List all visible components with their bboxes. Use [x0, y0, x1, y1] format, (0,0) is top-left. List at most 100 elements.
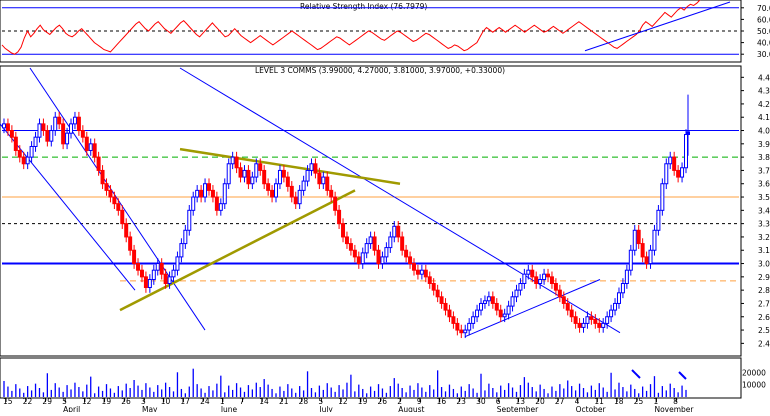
candle-body	[325, 176, 330, 191]
candle-body	[317, 172, 322, 185]
candle-body	[522, 273, 527, 284]
candle-body	[92, 143, 97, 158]
rsi-trendline	[584, 1, 731, 52]
price-tick-label: 3.6	[758, 180, 770, 189]
candle-body	[526, 269, 531, 275]
candle-body	[542, 273, 547, 281]
candle-body	[494, 302, 499, 311]
candle-body	[534, 276, 539, 284]
candle-body	[309, 163, 314, 171]
month-label: August	[398, 405, 424, 412]
candle-body	[281, 169, 286, 178]
candle-body	[628, 249, 633, 271]
month-label: April	[63, 405, 80, 412]
candle-body	[333, 196, 338, 211]
candle-body	[360, 252, 365, 265]
price-tick-label: 4.0	[758, 127, 770, 136]
month-label: June	[220, 405, 238, 412]
candle-body	[226, 163, 231, 185]
price-tick-label: 3.2	[758, 233, 770, 242]
candle-body	[293, 196, 298, 205]
rsi-tick-label: 30.0	[757, 50, 770, 59]
candle-body	[218, 203, 223, 211]
day-label: 22	[23, 397, 33, 406]
candle-body	[104, 183, 109, 191]
candle-body	[502, 313, 507, 318]
candle-body	[400, 236, 405, 251]
candle-body	[171, 269, 176, 278]
price-tick-label: 3.4	[758, 206, 770, 215]
candle-body	[277, 169, 282, 185]
day-label: 27	[555, 397, 565, 406]
candle-body	[262, 169, 267, 185]
candle-body	[573, 316, 578, 324]
candle-body	[644, 256, 649, 265]
day-label: 7	[240, 397, 245, 406]
candle-body	[112, 196, 117, 205]
candle-body	[254, 163, 259, 178]
rsi-line	[1, 0, 701, 55]
candle-body	[21, 156, 26, 165]
candle-body	[270, 189, 275, 198]
candle-body	[459, 329, 464, 334]
candle-body	[214, 196, 219, 211]
candle-body	[341, 223, 346, 238]
candle-body	[585, 316, 590, 324]
candle-body	[128, 236, 133, 251]
candle-body	[159, 263, 164, 275]
candle-body	[242, 169, 247, 178]
price-tick-label: 3.7	[758, 166, 770, 175]
day-label: 24	[200, 397, 210, 406]
candle-body	[672, 156, 677, 171]
candle-body	[187, 209, 192, 231]
candle-body	[175, 256, 180, 271]
candle-body	[352, 249, 357, 258]
candle-body	[313, 163, 318, 174]
channel-lower-line	[0, 123, 136, 291]
candle-body	[139, 269, 144, 278]
channel-upper-line	[29, 67, 206, 331]
candle-body	[431, 282, 436, 291]
candle-body	[100, 169, 105, 185]
volume-arrow	[631, 369, 641, 379]
day-label: 4	[575, 397, 580, 406]
candle-body	[490, 296, 495, 304]
candle-body	[506, 305, 511, 315]
candle-body	[301, 180, 306, 191]
candle-body	[680, 167, 685, 178]
day-label: 3	[141, 397, 146, 406]
candle-body	[601, 322, 606, 328]
candle-body	[384, 247, 389, 258]
candle-body	[96, 156, 101, 171]
rsi-tick-label: 60.0	[757, 15, 770, 24]
volume-axis: 20000 10000	[742, 368, 766, 389]
candle-body	[364, 243, 369, 254]
candle-body	[553, 282, 558, 291]
candle-body	[404, 249, 409, 258]
month-label: July	[318, 405, 333, 412]
candle-body	[447, 309, 452, 318]
candle-body	[5, 123, 10, 132]
price-tick-label: 2.6	[758, 313, 770, 322]
candle-body	[498, 309, 503, 318]
candle-body	[632, 229, 637, 251]
candle-body	[439, 296, 444, 304]
candle-body	[151, 269, 156, 281]
day-label: 19	[102, 397, 112, 406]
candle-body	[69, 123, 74, 134]
candle-body	[329, 189, 334, 198]
candle-body	[266, 183, 271, 191]
day-label: 5	[318, 397, 323, 406]
candle-body	[486, 296, 491, 302]
candle-body	[238, 167, 243, 178]
candle-body	[620, 282, 625, 294]
candle-body	[76, 116, 81, 132]
candle-body	[684, 134, 688, 169]
candle-body	[250, 176, 255, 185]
olive-resistance-line	[179, 147, 401, 185]
candle-body	[41, 123, 46, 132]
candle-body	[372, 236, 377, 251]
candle-body	[191, 196, 196, 211]
candle-body	[80, 130, 85, 138]
volume-tick-label: 20000	[742, 368, 766, 377]
